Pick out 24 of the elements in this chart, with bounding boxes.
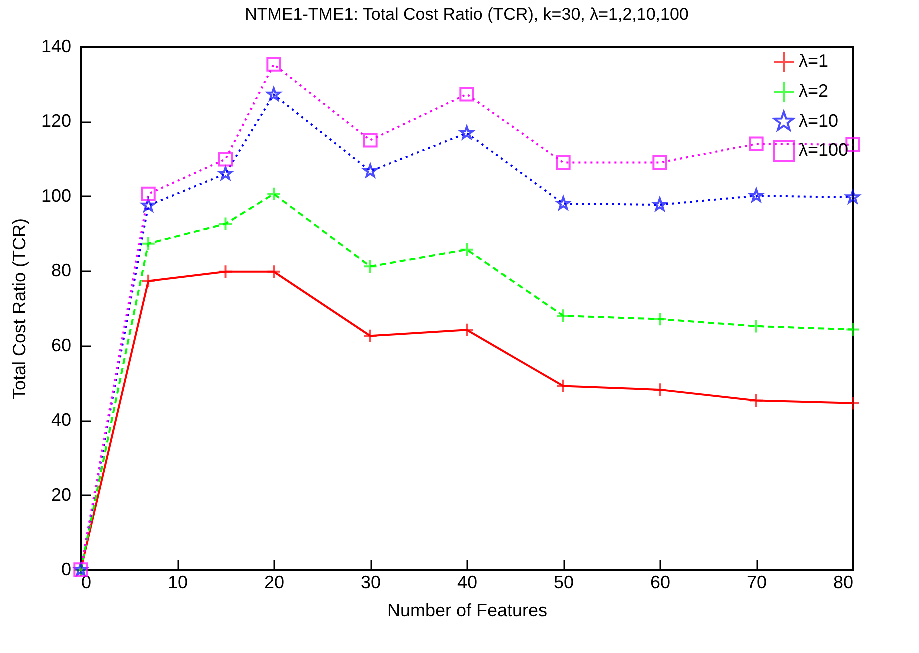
x-tick-label: 60 [650,572,671,592]
y-tick-label: 60 [51,335,72,356]
y-tick-label: 140 [41,36,72,56]
y-axis-title: Total Cost Ratio (TCR) [9,218,30,400]
y-tick-label: 20 [51,484,72,505]
x-tick-label: 0 [82,572,92,592]
x-tick-label: 10 [168,572,188,592]
legend-label: λ=2 [799,81,829,101]
y-tick-label: 40 [51,410,72,430]
legend-label: λ=100 [799,140,849,160]
x-tick-label: 50 [554,572,574,592]
x-axis-title: Number of Features [387,600,548,620]
y-tick-label: 0 [61,560,72,580]
x-tick-label: 20 [264,572,285,592]
x-tick-label: 30 [360,572,382,592]
x-tick-label: 40 [457,572,478,592]
x-tick-label: 70 [746,572,768,592]
legend-label: λ=10 [799,111,839,131]
legend-label: λ=1 [799,51,829,71]
y-tick-label: 80 [51,260,72,281]
y-tick-label: 120 [41,111,72,132]
y-tick-label: 100 [41,186,72,206]
chart-title: NTME1-TME1: Total Cost Ratio (TCR), k=30, λ=1,2,10,100 [245,5,689,24]
x-tick-label: 80 [833,572,854,592]
